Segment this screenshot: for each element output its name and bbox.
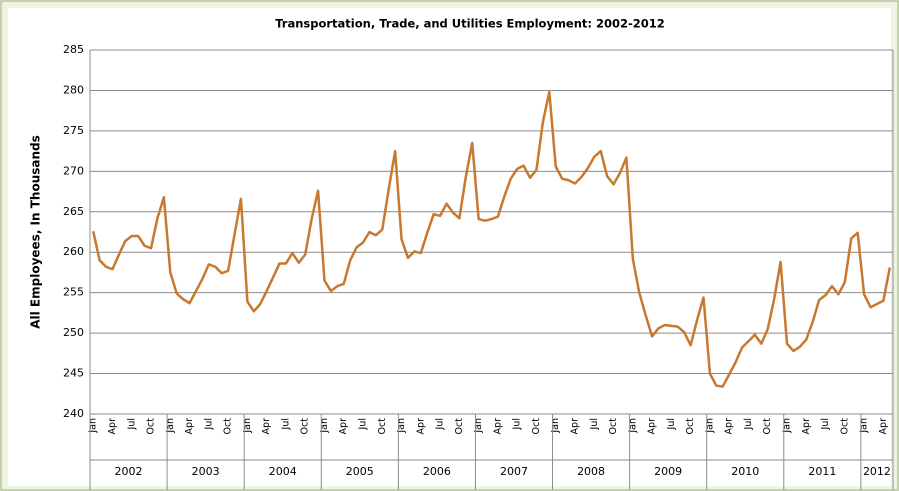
x-tick-label: Jul — [126, 418, 137, 430]
y-tick-label: 260 — [63, 245, 84, 258]
x-tick-label: Oct — [762, 418, 773, 435]
x-tick-label: Jan — [782, 418, 793, 434]
x-tick-label: Oct — [146, 418, 157, 435]
x-tick-label: Apr — [107, 418, 118, 435]
year-label: 2011 — [808, 465, 836, 478]
y-tick-label: 275 — [63, 124, 84, 137]
x-tick-label: Apr — [338, 418, 349, 435]
x-tick-label: Apr — [570, 418, 581, 435]
x-tick-label: Apr — [492, 418, 503, 435]
x-tick-label: Oct — [685, 418, 696, 435]
x-tick-label: Oct — [531, 418, 542, 435]
year-label: 2012 — [863, 465, 891, 478]
x-tick-label: Jan — [88, 418, 99, 434]
x-tick-label: Oct — [454, 418, 465, 435]
x-tick-label: Apr — [415, 418, 426, 435]
x-tick-label: Apr — [878, 418, 889, 435]
x-tick-label: Jul — [820, 418, 831, 430]
year-label: 2005 — [346, 465, 374, 478]
x-tick-label: Oct — [608, 418, 619, 435]
x-tick-label: Jan — [396, 418, 407, 434]
y-tick-label: 270 — [63, 164, 84, 177]
x-tick-label: Jul — [358, 418, 369, 430]
x-tick-label: Apr — [261, 418, 272, 435]
x-tick-label: Jul — [666, 418, 677, 430]
x-tick-label: Jul — [435, 418, 446, 430]
y-tick-label: 255 — [63, 286, 84, 299]
x-tick-label: Jan — [319, 418, 330, 434]
year-label: 2009 — [654, 465, 682, 478]
year-label: 2004 — [269, 465, 297, 478]
year-label: 2008 — [577, 465, 605, 478]
x-tick-label: Jan — [859, 418, 870, 434]
chart-title: Transportation, Trade, and Utilities Emp… — [275, 17, 665, 31]
x-tick-label: Jul — [203, 418, 214, 430]
y-tick-label: 245 — [63, 367, 84, 380]
x-tick-label: Apr — [184, 418, 195, 435]
x-tick-label: Jul — [280, 418, 291, 430]
data-line — [91, 90, 892, 388]
x-tick-label: Jul — [512, 418, 523, 430]
x-tick-label: Apr — [724, 418, 735, 435]
x-tick-label: Jan — [473, 418, 484, 434]
y-tick-label: 250 — [63, 326, 84, 339]
x-tick-label: Oct — [223, 418, 234, 435]
x-tick-label: Jan — [704, 418, 715, 434]
x-tick-label: Jan — [550, 418, 561, 434]
x-tick-label: Oct — [839, 418, 850, 435]
chart-area — [8, 8, 891, 486]
x-tick-label: Jan — [242, 418, 253, 434]
x-tick-label: Jul — [589, 418, 600, 430]
year-label: 2003 — [192, 465, 220, 478]
x-tick-label: Apr — [801, 418, 812, 435]
year-label: 2010 — [731, 465, 759, 478]
x-tick-label: Jan — [627, 418, 638, 434]
y-tick-label: 265 — [63, 205, 84, 218]
y-tick-label: 240 — [63, 407, 84, 420]
x-tick-label: Oct — [377, 418, 388, 435]
x-tick-label: Jan — [165, 418, 176, 434]
x-tick-label: Apr — [647, 418, 658, 435]
year-label: 2002 — [115, 465, 143, 478]
y-axis-label: All Employees, In Thousands — [29, 135, 43, 329]
y-tick-label: 285 — [63, 43, 84, 56]
year-label: 2007 — [500, 465, 528, 478]
y-tick-label: 280 — [63, 83, 84, 96]
year-label: 2006 — [423, 465, 451, 478]
x-tick-label: Jul — [743, 418, 754, 430]
x-tick-label: Oct — [300, 418, 311, 435]
